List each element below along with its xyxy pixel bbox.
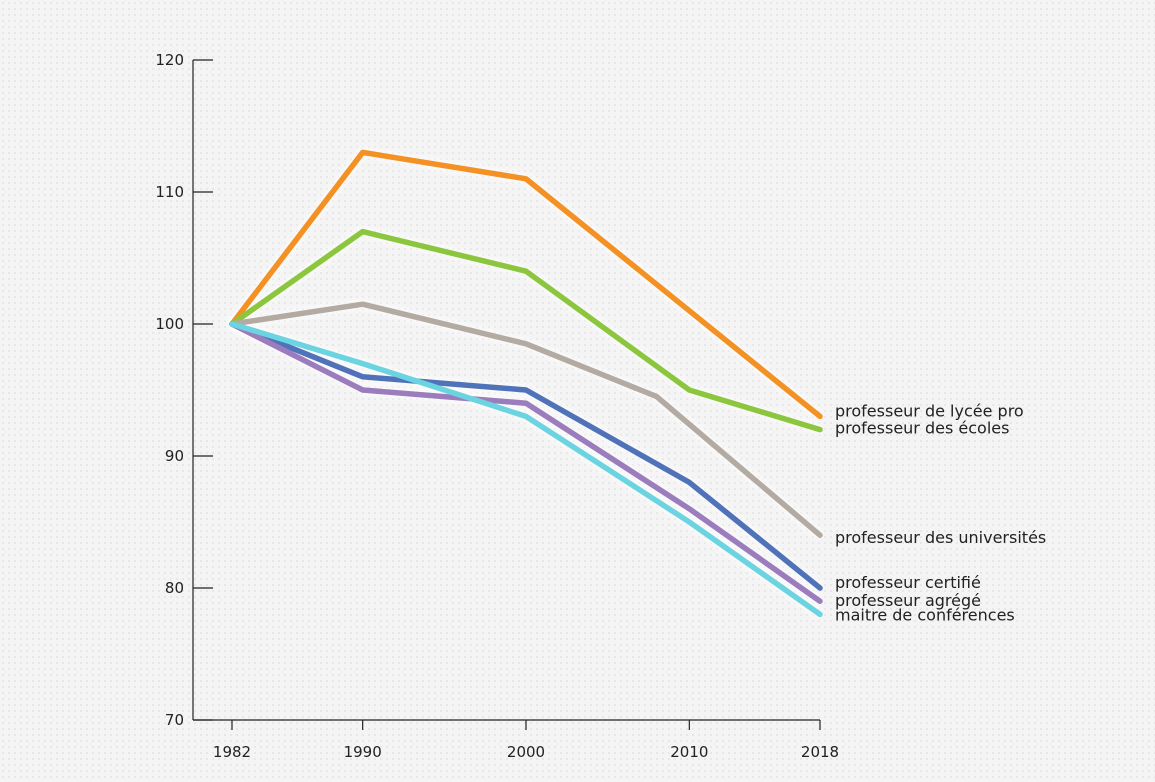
series-line bbox=[229, 301, 823, 538]
series-label: maitre de conférences bbox=[835, 605, 1015, 624]
x-tick-label: 2000 bbox=[507, 743, 545, 761]
series-line bbox=[229, 321, 823, 604]
x-tick-label: 1990 bbox=[344, 743, 382, 761]
y-tick-label: 120 bbox=[155, 51, 184, 69]
series-label: professeur des universités bbox=[835, 528, 1046, 547]
series-label: professeur de lycée pro bbox=[835, 401, 1024, 420]
y-tick-label: 100 bbox=[155, 315, 184, 333]
y-tick-label: 110 bbox=[155, 183, 184, 201]
series-line bbox=[229, 321, 823, 591]
series-label: professeur des écoles bbox=[835, 419, 1009, 438]
series-line bbox=[229, 228, 823, 433]
series-label: professeur agrégé bbox=[835, 591, 981, 610]
series-line bbox=[229, 321, 823, 618]
x-tick-label: 1982 bbox=[213, 743, 251, 761]
series-label: professeur certifié bbox=[835, 573, 981, 592]
series-lines bbox=[228, 147, 824, 619]
y-ticks: 70 80 90 100 110 120 bbox=[155, 51, 213, 729]
x-ticks: 1982 1990 2000 2010 2018 bbox=[213, 720, 839, 761]
y-tick-label: 90 bbox=[165, 447, 184, 465]
series-line bbox=[229, 149, 823, 420]
y-tick-label: 70 bbox=[165, 711, 184, 729]
y-tick-label: 80 bbox=[165, 579, 184, 597]
x-tick-label: 2018 bbox=[801, 743, 839, 761]
series-glow bbox=[228, 147, 824, 421]
x-tick-label: 2010 bbox=[670, 743, 708, 761]
chart-axes bbox=[192, 60, 820, 721]
